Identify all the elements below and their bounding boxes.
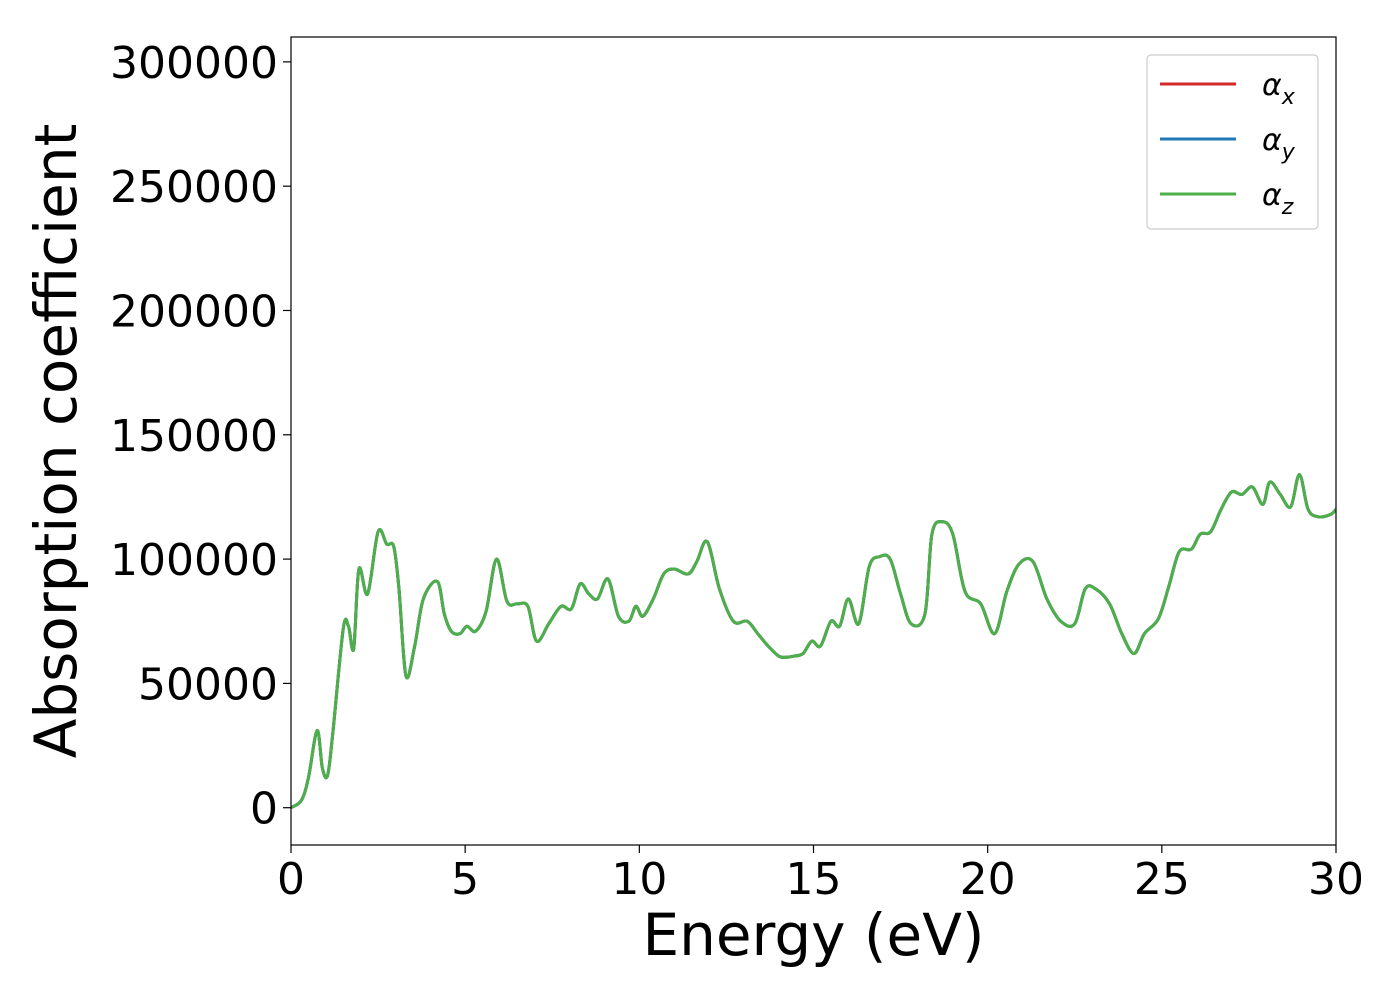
- legend-label-y: αy: [1262, 123, 1296, 165]
- y-tick-label: 250000: [110, 162, 278, 213]
- y-tick-label: 300000: [110, 38, 278, 89]
- legend-label-z: αz: [1262, 178, 1294, 220]
- x-tick-label: 30: [1308, 854, 1364, 905]
- legend-box: [1146, 54, 1319, 230]
- x-tick-label: 10: [611, 854, 667, 905]
- legend: αx αy αz: [1146, 54, 1319, 230]
- x-tick-label: 25: [1134, 854, 1190, 905]
- plot-area: [291, 473, 1336, 810]
- y-tick-label: 0: [250, 784, 278, 835]
- x-tick-label: 0: [277, 854, 305, 905]
- y-axis-label: Absorption coefficient: [22, 124, 90, 759]
- y-tick-label: 100000: [110, 535, 278, 586]
- axis-ticks: 0 5 10 15 20 25 30 0 50000 100000 150000 200000 2500…: [110, 38, 1364, 905]
- y-tick-label: 200000: [110, 286, 278, 337]
- y-tick-label: 50000: [138, 659, 278, 710]
- x-tick-label: 5: [451, 854, 479, 905]
- x-tick-label: 20: [960, 854, 1016, 905]
- series-line-z: [291, 473, 1336, 810]
- legend-label-x: αx: [1262, 68, 1296, 110]
- x-axis-label: Energy (eV): [642, 901, 984, 969]
- x-tick-label: 15: [786, 854, 842, 905]
- y-tick-label: 150000: [110, 411, 278, 462]
